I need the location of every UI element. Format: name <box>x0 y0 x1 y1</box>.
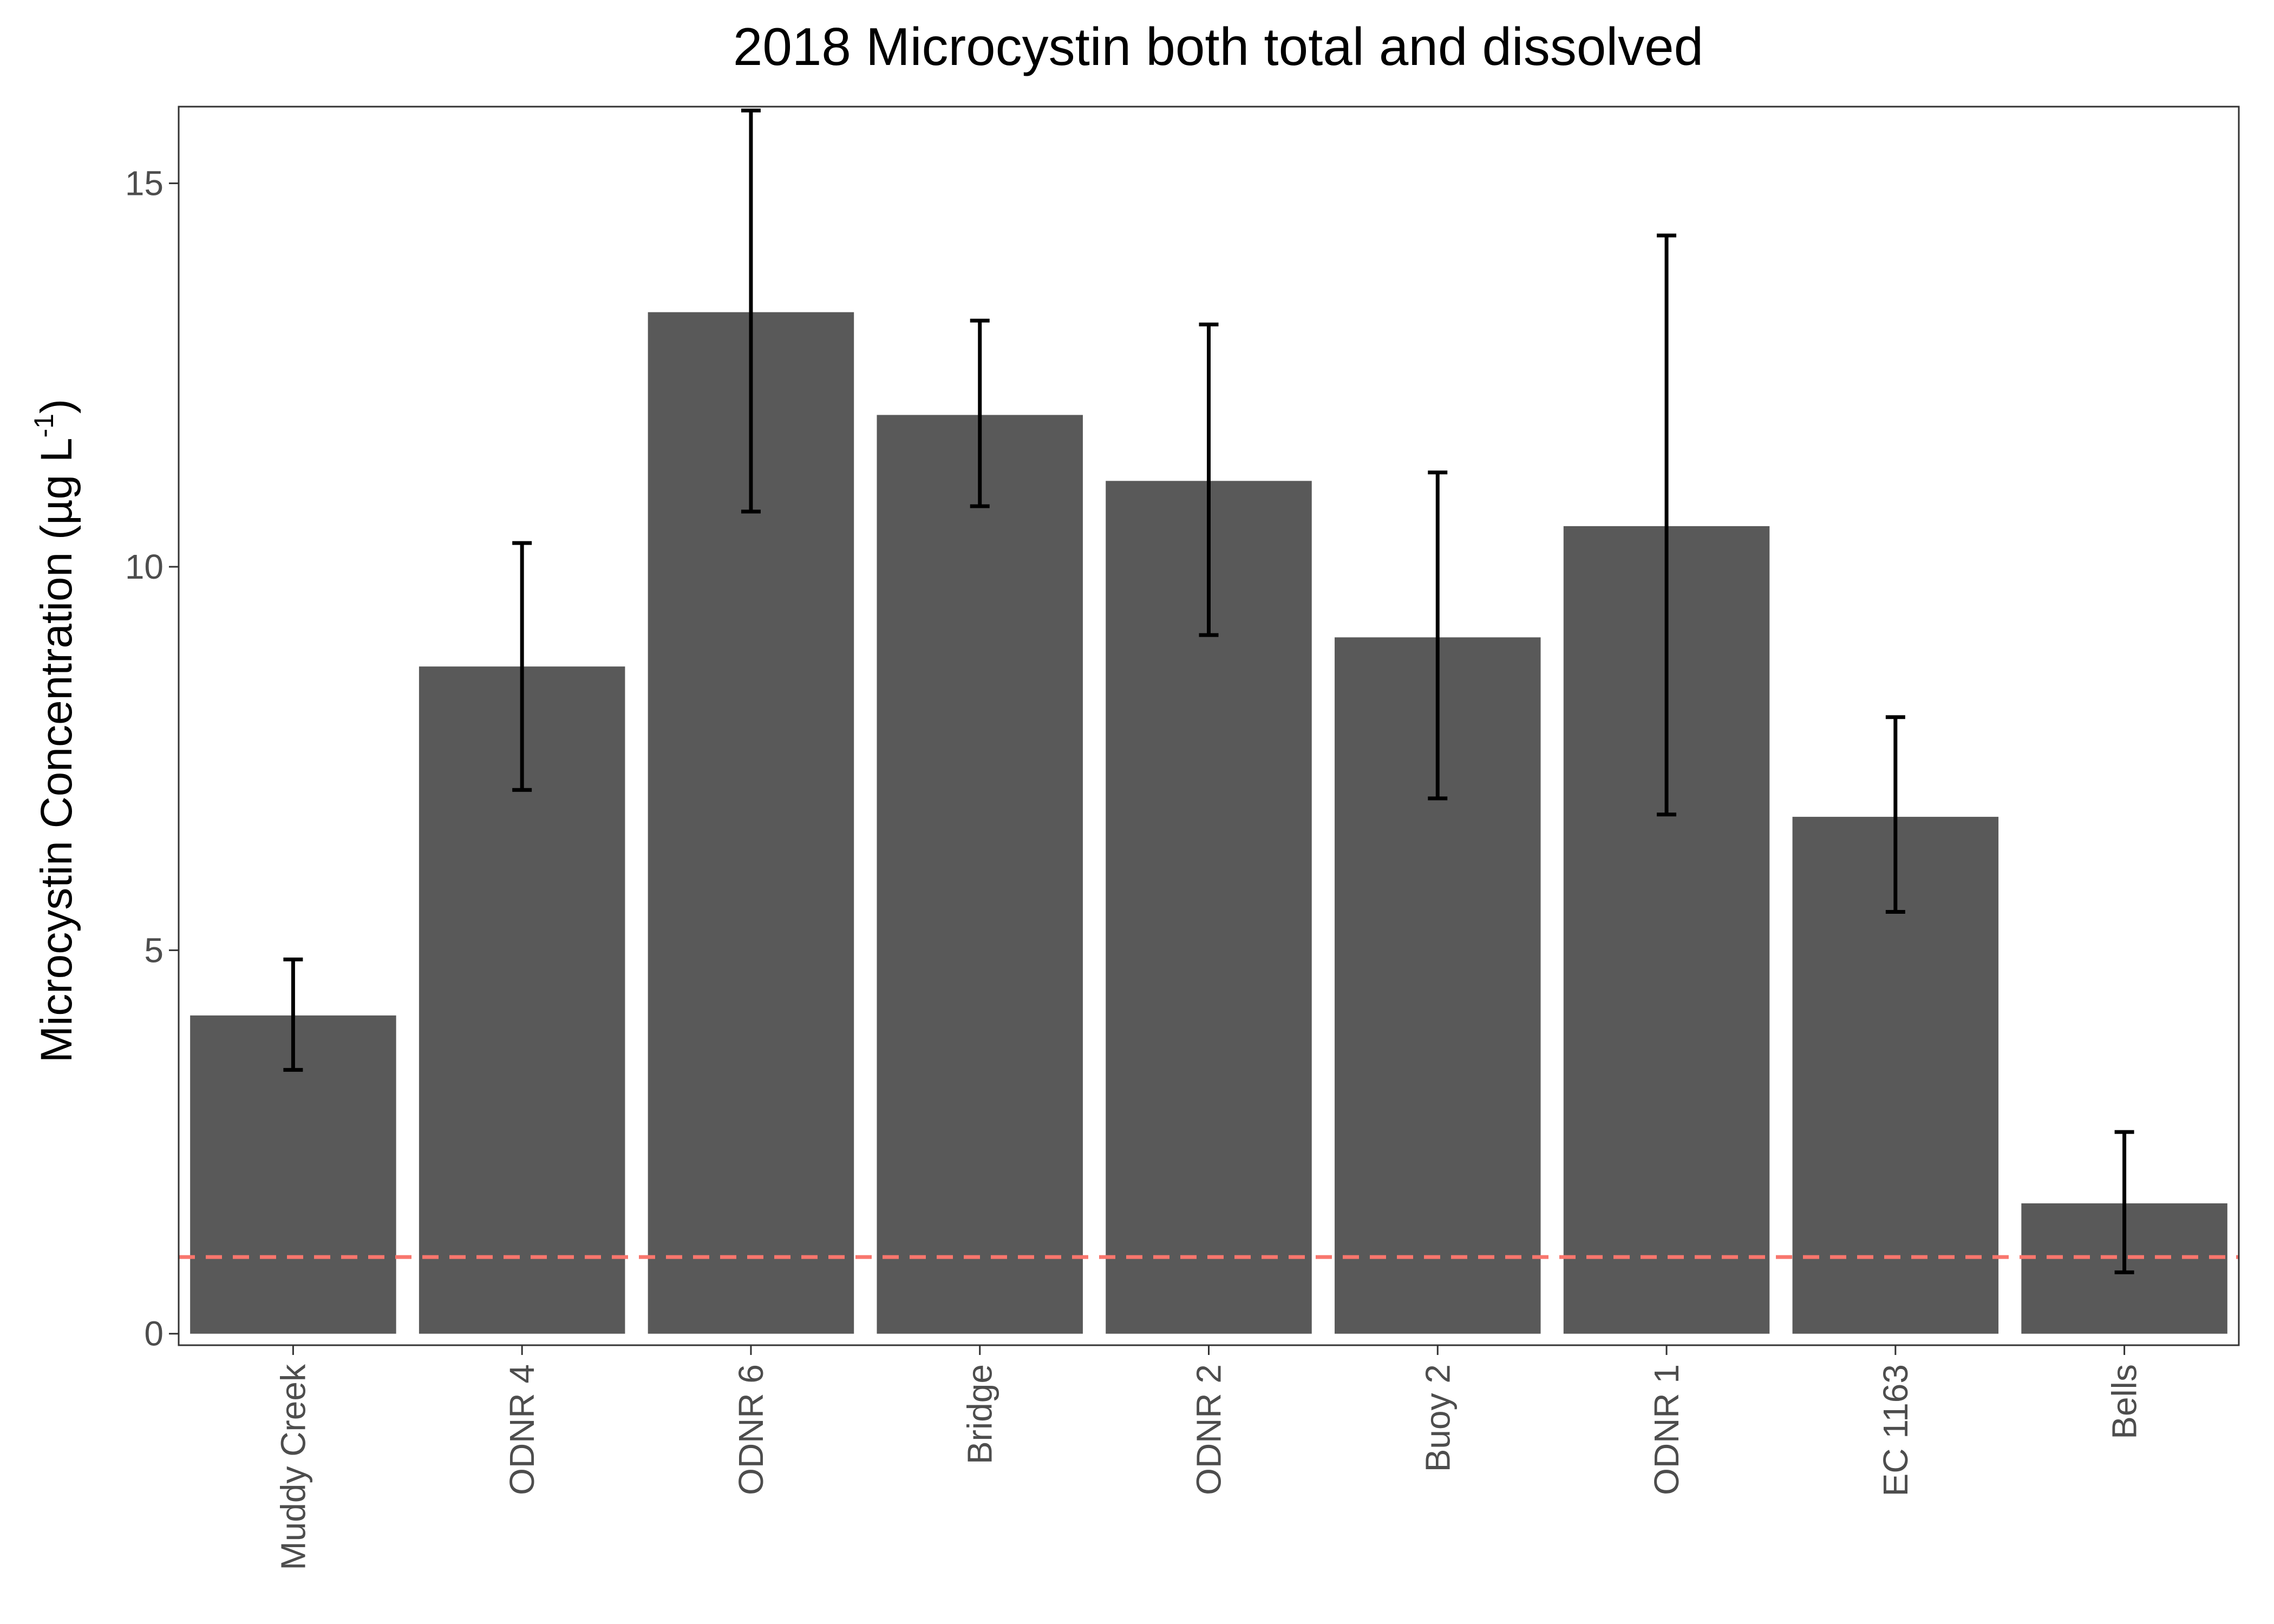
y-tick-label: 5 <box>144 931 164 970</box>
x-tick-label: Muddy Creek <box>273 1364 312 1570</box>
x-tick-label: ODNR 2 <box>1190 1364 1229 1495</box>
x-tick-label: ODNR 4 <box>502 1364 541 1495</box>
x-tick-label: ODNR 6 <box>731 1364 770 1495</box>
plot-area: 0 5 10 15 Muddy Creek ODNR 4 ODNR 6 Bridge ODNR … <box>125 106 2240 1570</box>
y-tick-label: 0 <box>144 1314 164 1353</box>
x-tick-label: Bridge <box>960 1364 999 1464</box>
y-axis-title-superscript: -1 <box>29 414 59 437</box>
y-axis-title-close: ) <box>32 399 81 414</box>
y-axis-title: Microcystin Concentration (µg L-1) <box>29 399 81 1063</box>
x-tick-label: EC 1163 <box>1876 1364 1915 1496</box>
x-tick-label: ODNR 1 <box>1647 1364 1686 1495</box>
bar <box>877 415 1083 1334</box>
chart-title: 2018 Microcystin both total and dissolve… <box>733 17 1703 76</box>
y-tick-label: 10 <box>125 547 164 586</box>
x-tick-label: Buoy 2 <box>1418 1364 1457 1472</box>
y-axis-title-main: Microcystin Concentration (µg L <box>32 438 81 1063</box>
x-tick-label: Bells <box>2105 1364 2144 1439</box>
y-tick-label: 15 <box>125 164 164 203</box>
